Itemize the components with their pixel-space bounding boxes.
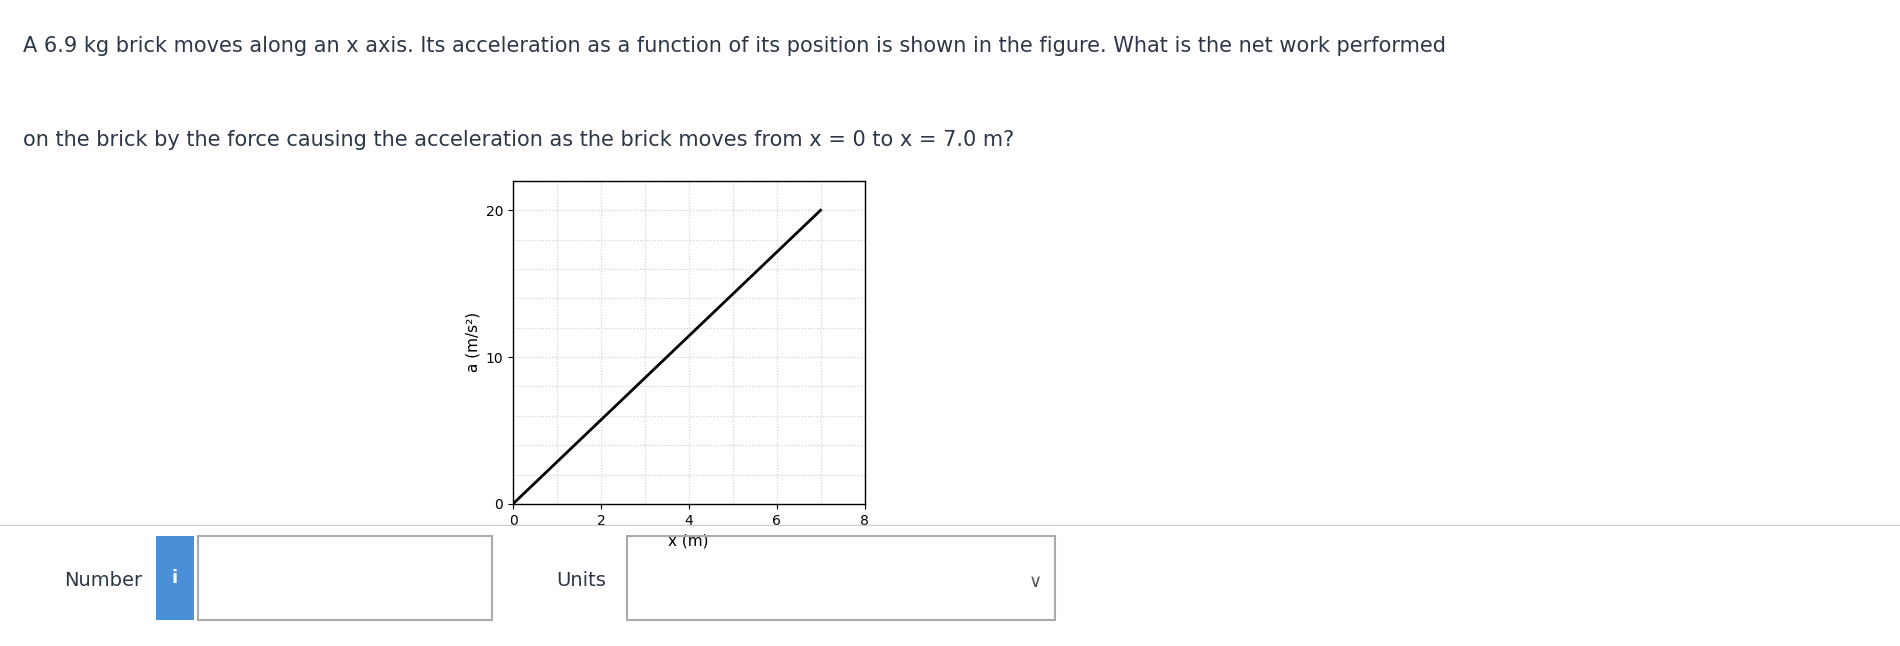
Text: A 6.9 kg brick moves along an x axis. Its acceleration as a function of its posi: A 6.9 kg brick moves along an x axis. It… (23, 36, 1446, 56)
Text: Units: Units (557, 571, 606, 590)
Text: i: i (171, 569, 179, 587)
Text: ∨: ∨ (1028, 574, 1041, 591)
Y-axis label: a (m/s²): a (m/s²) (466, 312, 481, 373)
Text: on the brick by the force causing the acceleration as the brick moves from x = 0: on the brick by the force causing the ac… (23, 130, 1015, 151)
X-axis label: x (m): x (m) (669, 533, 709, 548)
Text: Number: Number (65, 571, 142, 590)
